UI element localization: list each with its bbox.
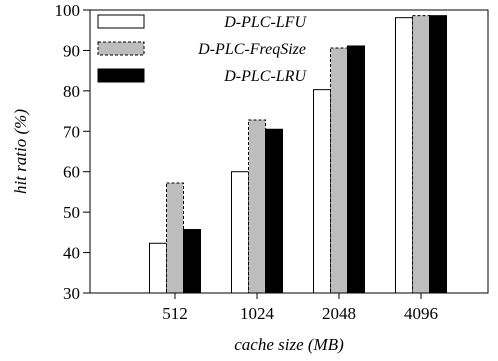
- y-axis-ticks: 30 40 50 60 70 80 90 100: [55, 1, 90, 303]
- bar: [231, 171, 249, 294]
- bars-group: [149, 15, 447, 294]
- y-tick-label: 100: [55, 1, 81, 20]
- bar: [395, 17, 413, 294]
- x-tick-label: 1024: [240, 304, 275, 323]
- y-tick-label: 40: [63, 244, 80, 263]
- x-axis-label: cache size (MB): [234, 335, 344, 354]
- legend-label: D-PLC-LFU: [223, 14, 307, 31]
- bar: [265, 128, 283, 294]
- y-tick-label: 60: [63, 163, 80, 182]
- bar: [347, 45, 365, 294]
- plot-frame: [89, 9, 489, 294]
- x-axis-ticks: 512 1024 2048 4096: [162, 293, 438, 323]
- legend-swatch: [97, 68, 145, 83]
- y-tick-label: 70: [63, 122, 80, 141]
- bar: [166, 182, 184, 294]
- legend-swatch: [97, 14, 145, 29]
- legend-swatch: [97, 41, 145, 56]
- bar: [248, 119, 266, 294]
- y-tick-label: 50: [63, 203, 80, 222]
- x-tick-label: 2048: [322, 304, 356, 323]
- bar: [412, 15, 430, 294]
- legend: D-PLC-LFU D-PLC-FreqSize D-PLC-LRU: [97, 14, 307, 85]
- legend-label: D-PLC-LRU: [223, 68, 307, 85]
- y-tick-label: 80: [63, 82, 80, 101]
- x-tick-label: 4096: [404, 304, 438, 323]
- y-tick-label: 30: [63, 284, 80, 303]
- bar: [313, 89, 331, 294]
- y-axis-label: hit ratio (%): [11, 109, 30, 194]
- bar: [183, 229, 201, 294]
- bar: [149, 242, 167, 294]
- x-tick-label: 512: [162, 304, 188, 323]
- legend-label: D-PLC-FreqSize: [197, 41, 306, 58]
- bar: [330, 47, 348, 294]
- y-tick-label: 90: [63, 41, 80, 60]
- bar: [429, 15, 447, 294]
